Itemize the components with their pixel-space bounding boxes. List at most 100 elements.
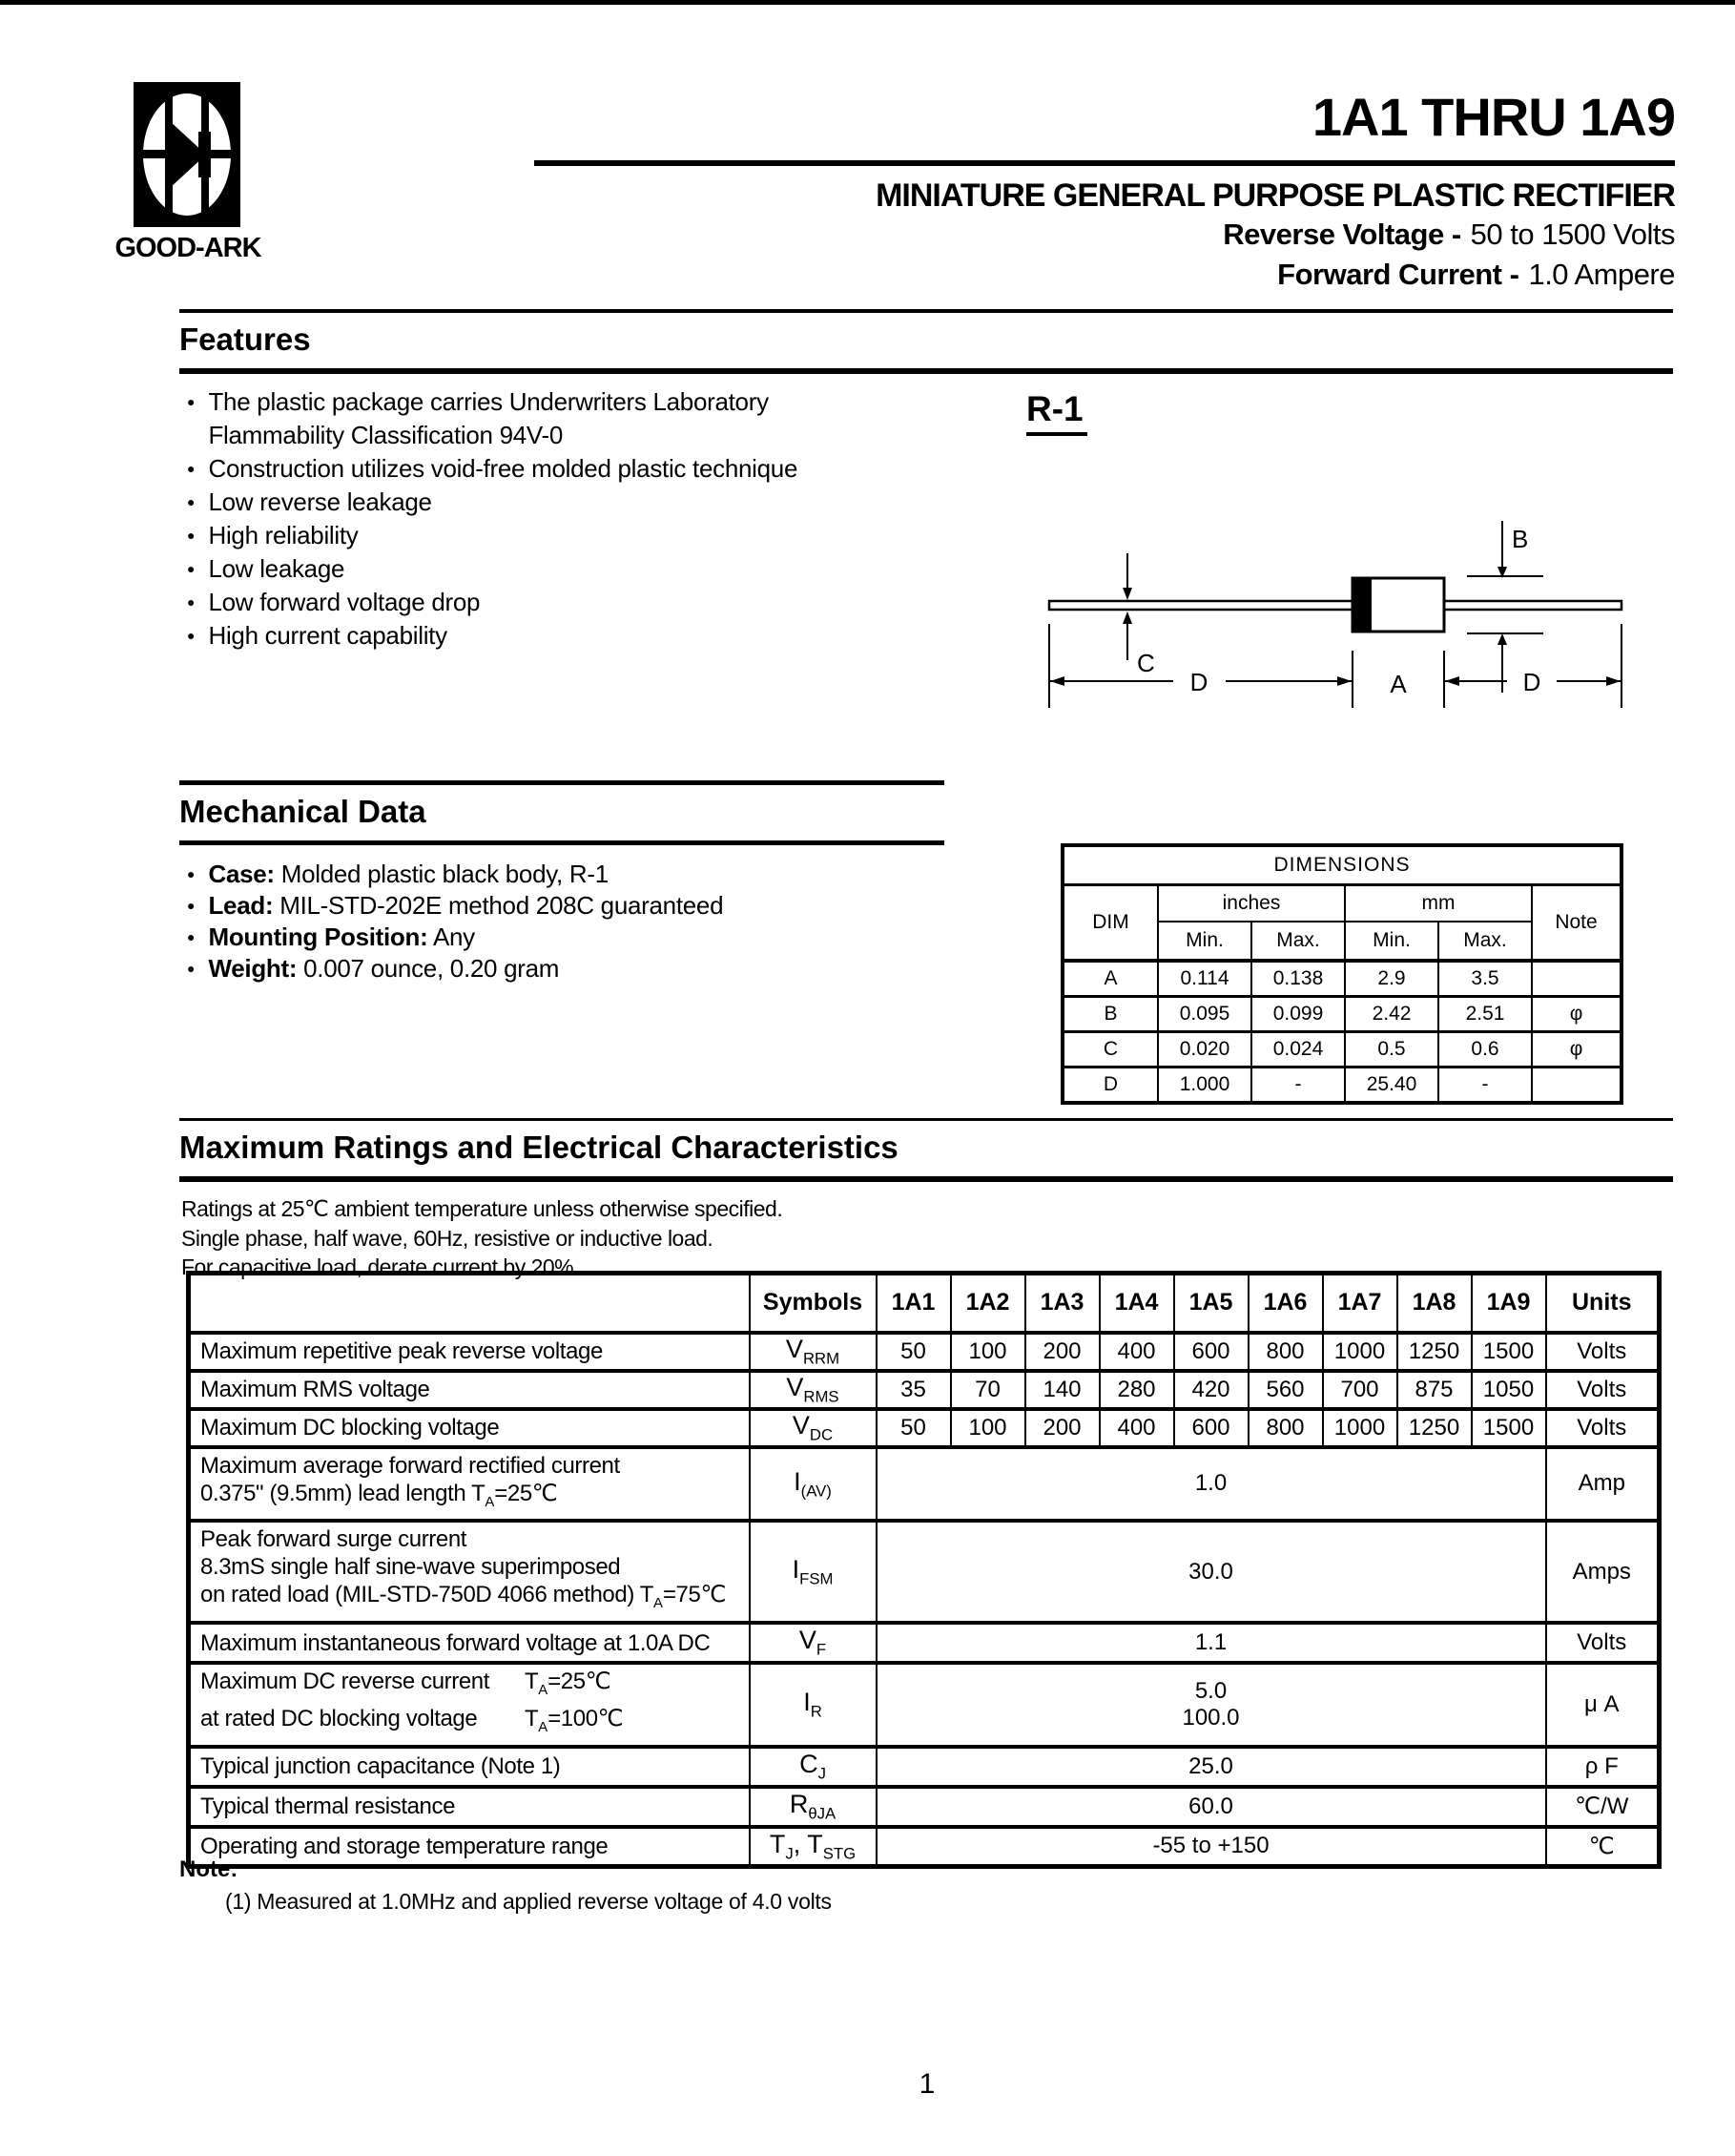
mm-max-cell: - (1437, 1066, 1533, 1104)
mechanical-item: ● Weight: 0.007 ounce, 0.20 gram (185, 953, 948, 985)
bullet-icon: ● (187, 461, 196, 476)
parameter-cell: Peak forward surge current 8.3mS single h… (187, 1519, 751, 1626)
mm-max-cell: 3.5 (1437, 959, 1533, 998)
mechanical-list: ● Case: Molded plastic black body, R-1 ● Le… (185, 859, 948, 985)
in-max-cell: - (1250, 1066, 1346, 1104)
spec-value: 1.0 Ampere (1528, 258, 1675, 291)
value-cell: 560 (1247, 1368, 1324, 1411)
unit-cell: Volts (1544, 1621, 1661, 1666)
rule (179, 309, 1673, 313)
feature-item: ● Construction utilizes void-free molded … (185, 452, 948, 486)
device-column-header: 1A5 (1172, 1271, 1250, 1335)
feature-text: Low leakage (208, 554, 345, 583)
dimensions-subheader-row: Min. Max. Min. Max. (1063, 921, 1621, 963)
header: 1A1 THRU 1A9 MINIATURE GENERAL PURPOSE P… (534, 88, 1676, 295)
feature-text: Low forward voltage drop (208, 588, 481, 616)
value-cell: 60.0 (875, 1784, 1547, 1829)
value-cell: 420 (1172, 1368, 1250, 1411)
dim-cell: C (1062, 1030, 1159, 1068)
inches-header: inches (1157, 883, 1346, 923)
dimensions-table: DIMENSIONS DIM inches mm Note Min. Max. … (1061, 843, 1623, 1105)
value-cell: 1.1 (875, 1621, 1547, 1666)
ratings-table: Symbols 1A1 1A2 1A3 1A4 1A5 1A6 1A7 1A8 1A9 Units M… (186, 1271, 1662, 1870)
feature-item: ● The plastic package carries Underwriter… (185, 385, 948, 452)
value-cell: 280 (1098, 1368, 1175, 1411)
in-min-cell: 0.114 (1157, 959, 1252, 998)
value-cell: 100 (949, 1406, 1026, 1449)
table-row: Peak forward surge current 8.3mS single h… (187, 1519, 1661, 1626)
in-min-cell: 1.000 (1157, 1066, 1252, 1104)
dimension-row: D 1.000-25.40- (1062, 1066, 1622, 1104)
spec-label: Forward Current - (1277, 258, 1519, 291)
parameter-cell: Typical junction capacitance (Note 1) (187, 1744, 751, 1789)
note-header: Note (1531, 883, 1622, 963)
note-cell: φ (1531, 1030, 1622, 1068)
mechanical-text: Lead: MIL-STD-202E method 208C guarantee… (208, 891, 724, 920)
value-cell: 200 (1023, 1406, 1101, 1449)
value-cell: 800 (1247, 1330, 1324, 1373)
feature-item: ● High reliability (185, 519, 948, 552)
dim-label-D-left: D (1190, 668, 1208, 696)
unit-cell: Volts (1544, 1406, 1661, 1449)
symbol-cell: IR (748, 1661, 878, 1749)
value-cell: 1500 (1470, 1330, 1547, 1373)
table-row: Maximum RMS voltage VRMS 35 70 140 280 420 560 7… (187, 1368, 1661, 1411)
rule (179, 1118, 1673, 1121)
dim-label-B: B (1512, 525, 1528, 553)
value-cell: 1.0 (875, 1444, 1547, 1524)
table-row: Maximum DC blocking voltage VDC 50 100 200 40… (187, 1406, 1661, 1449)
mechanical-text: Weight: 0.007 ounce, 0.20 gram (208, 954, 560, 983)
bullet-icon: ● (187, 628, 196, 643)
value-cell: 875 (1395, 1368, 1473, 1411)
value-cell: 1000 (1321, 1330, 1398, 1373)
spec-label: Reverse Voltage - (1223, 218, 1461, 251)
parameter-cell: Maximum RMS voltage (187, 1368, 751, 1411)
mm-min-cell: 2.9 (1344, 959, 1439, 998)
bullet-icon: ● (187, 494, 196, 509)
page-number: 1 (919, 2068, 936, 2100)
mechanical-section-header: Mechanical Data (179, 780, 944, 845)
feature-item: ● Low leakage (185, 552, 948, 586)
value-cell: 600 (1172, 1330, 1250, 1373)
bullet-icon: ● (187, 961, 196, 976)
device-column-header: 1A3 (1023, 1271, 1101, 1335)
spec-value: 50 to 1500 Volts (1470, 218, 1676, 251)
diode-logo-icon (134, 82, 240, 227)
table-row: Typical junction capacitance (Note 1) CJ 2… (187, 1744, 1661, 1789)
symbols-header: Symbols (748, 1271, 878, 1335)
value-cell: -55 to +150 (875, 1824, 1547, 1869)
bullet-icon: ● (187, 561, 196, 576)
rule (179, 840, 944, 845)
feature-text: Construction utilizes void-free molded p… (208, 454, 798, 483)
mechanical-item: ● Mounting Position: Any (185, 922, 948, 953)
spec-line: Forward Current - 1.0 Ampere (534, 255, 1675, 295)
note-label: Note: (179, 1856, 238, 1882)
table-row: Maximum DC reverse current TA=25℃ at rated… (187, 1661, 1661, 1749)
value-cell: 50 (875, 1330, 952, 1373)
package-name: R-1 (1026, 389, 1087, 436)
value-cell: 70 (949, 1368, 1026, 1411)
value-cell: 5.0 100.0 (875, 1661, 1547, 1749)
note-text: (1) Measured at 1.0MHz and applied rever… (225, 1889, 832, 1914)
in-min-cell: 0.095 (1157, 995, 1252, 1033)
lead-wire (1047, 599, 1623, 612)
condition-line: Single phase, half wave, 60Hz, resistive… (181, 1225, 713, 1251)
bullet-icon: ● (187, 594, 196, 610)
rule (179, 368, 1673, 374)
device-column-header: 1A9 (1470, 1271, 1547, 1335)
unit-cell: Volts (1544, 1330, 1661, 1373)
value-cell: 200 (1023, 1330, 1101, 1373)
parameter-cell: Typical thermal resistance (187, 1784, 751, 1829)
dim-label-A: A (1390, 670, 1407, 698)
unit-cell: Amp (1544, 1444, 1661, 1524)
features-title: Features (179, 321, 311, 357)
feature-item: ● Low forward voltage drop (185, 586, 948, 619)
mm-max-cell: 0.6 (1437, 1030, 1533, 1068)
bullet-icon: ● (187, 866, 196, 881)
features-list: ● The plastic package carries Underwriter… (185, 385, 948, 653)
table-row: Operating and storage temperature range T… (187, 1824, 1661, 1869)
in-max-cell: 0.138 (1250, 959, 1346, 998)
rule (179, 1176, 1673, 1182)
title-divider (534, 160, 1675, 166)
mm-header: mm (1344, 883, 1533, 923)
